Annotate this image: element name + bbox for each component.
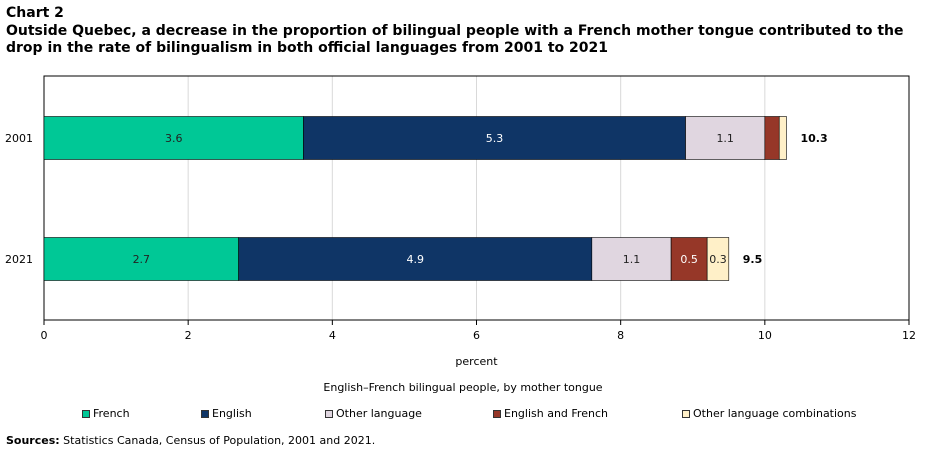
bar-segment-label: 0.5 xyxy=(680,253,698,266)
bar-segment-label: 4.9 xyxy=(406,253,424,266)
bar-segment xyxy=(778,116,787,160)
bar-segment-label: 5.3 xyxy=(486,132,504,145)
x-tick-label: 4 xyxy=(329,329,336,342)
bar-segment xyxy=(670,237,708,281)
category-label: 2021 xyxy=(5,253,33,266)
legend-item: English xyxy=(201,407,252,420)
legend-swatch xyxy=(82,409,90,418)
legend-item: Other language combinations xyxy=(682,407,857,420)
bar-segment-label: 1.1 xyxy=(623,253,641,266)
bar-segment xyxy=(43,237,239,281)
x-tick-label: 12 xyxy=(902,329,916,342)
bar-segment-label: 1.1 xyxy=(716,132,734,145)
x-tick-label: 6 xyxy=(473,329,480,342)
x-axis-title: percent xyxy=(455,355,498,368)
bars: 3.6 5.3 1.1 10.3 2.7 4.9 1.1 0.5 0.3 9.5 xyxy=(43,116,828,281)
legend-item: English and French xyxy=(493,407,608,420)
bar-segment xyxy=(238,237,593,281)
x-tick-label: 0 xyxy=(41,329,48,342)
legend-label: French xyxy=(93,407,130,420)
bar-segment-label: 2.7 xyxy=(133,253,151,266)
legend-swatch xyxy=(493,409,501,418)
legend-label: Other language xyxy=(336,407,422,420)
grid-lines xyxy=(187,76,766,320)
x-tick-label: 10 xyxy=(758,329,772,342)
bar-segment xyxy=(43,116,304,160)
x-tick-label: 2 xyxy=(185,329,192,342)
legend-item: French xyxy=(82,407,130,420)
legend-label: Other language combinations xyxy=(693,407,857,420)
chart-number: Chart 2 xyxy=(6,5,64,21)
bar-total-label: 10.3 xyxy=(800,132,827,145)
legend-title: English–French bilingual people, by moth… xyxy=(323,381,603,394)
legend: French English Other language English and F… xyxy=(0,407,926,423)
legend-swatch xyxy=(682,409,690,418)
bar-segment xyxy=(706,237,730,281)
chart-title: Outside Quebec, a decrease in the propor… xyxy=(6,23,904,56)
y-axis-categories: 2001 2021 xyxy=(5,132,33,266)
sources-note: Sources: Statistics Canada, Census of Po… xyxy=(6,434,375,447)
bar-segment xyxy=(303,116,686,160)
legend-label: English and French xyxy=(504,407,608,420)
bar-segment xyxy=(764,116,780,160)
bar-segment-label: 3.6 xyxy=(165,132,183,145)
legend-label: English xyxy=(212,407,252,420)
bar-segment xyxy=(591,237,672,281)
x-tick-label: 8 xyxy=(617,329,624,342)
legend-swatch xyxy=(325,409,333,418)
category-label: 2001 xyxy=(5,132,33,145)
x-axis-ticks: 0 2 4 6 8 10 12 xyxy=(41,320,916,342)
bar-segment xyxy=(685,116,766,160)
bar-total-label: 9.5 xyxy=(743,253,763,266)
legend-swatch xyxy=(201,409,209,418)
sources-label: Sources: xyxy=(6,434,60,447)
sources-text: Statistics Canada, Census of Population,… xyxy=(59,434,376,447)
bar-segment-label: 0.3 xyxy=(709,253,727,266)
legend-item: Other language xyxy=(325,407,422,420)
